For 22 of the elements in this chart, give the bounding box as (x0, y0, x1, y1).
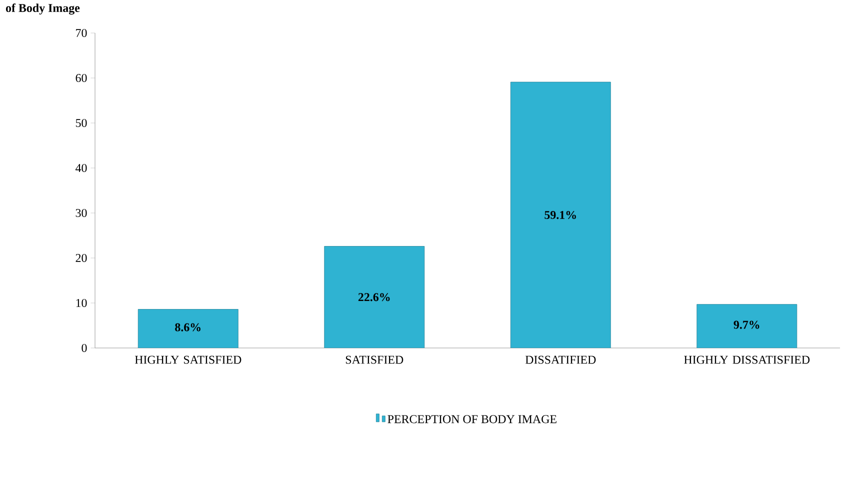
data-label: 59.1% (544, 210, 576, 220)
x-tick-label: HIGHLY SATISFIED (134, 356, 242, 364)
bar (324, 246, 425, 348)
y-tick-label: 70 (76, 28, 87, 38)
legend-label: PERCEPTION OF BODY IMAGE (388, 415, 556, 424)
bar (510, 82, 611, 348)
data-label: 9.7% (734, 320, 760, 329)
bar (138, 309, 238, 348)
x-tick-label: SATISFIED (346, 356, 404, 364)
chart-title: of Body Image (6, 4, 80, 15)
data-label: 22.6% (358, 293, 390, 302)
y-tick-label: 40 (76, 164, 87, 172)
y-tick-label: 10 (76, 298, 87, 308)
y-tick-label: 60 (76, 74, 87, 82)
x-tick-label: HIGHLY DISSATISFIED (684, 356, 810, 364)
y-tick-label: 30 (76, 208, 87, 218)
y-tick-label: 20 (76, 254, 87, 262)
y-tick-label: 0 (82, 344, 87, 352)
data-label: 8.6% (175, 323, 200, 332)
x-tick-label: DISSATIFIED (525, 356, 596, 364)
y-tick-label: 50 (76, 118, 87, 128)
bar (696, 304, 798, 348)
